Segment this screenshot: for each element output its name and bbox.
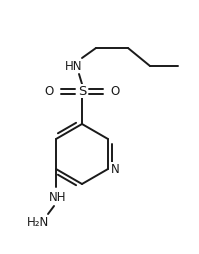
Text: NH: NH xyxy=(49,191,67,204)
Text: N: N xyxy=(111,163,119,176)
Text: O: O xyxy=(44,85,54,98)
Text: O: O xyxy=(110,85,120,98)
Text: H₂N: H₂N xyxy=(27,216,49,229)
Text: S: S xyxy=(78,85,86,98)
Text: HN: HN xyxy=(65,60,83,73)
